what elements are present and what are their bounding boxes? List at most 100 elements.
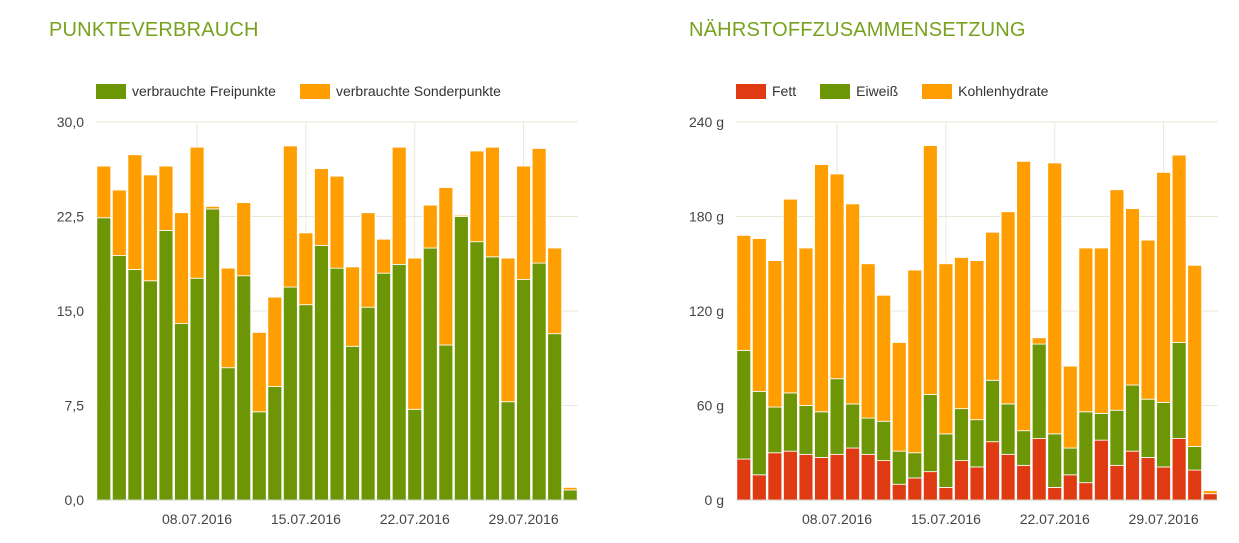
bar-segment-kohlenhydrate[interactable] <box>1140 239 1156 400</box>
bar-segment-verbrauchte-sonderpunkte[interactable] <box>329 175 345 269</box>
bar-segment-verbrauchte-freipunkte[interactable] <box>454 216 469 501</box>
bar-segment-fett[interactable] <box>767 452 783 501</box>
bar-segment-kohlenhydrate[interactable] <box>1202 490 1218 495</box>
bar-segment-fett[interactable] <box>1031 438 1047 501</box>
bar-segment-verbrauchte-freipunkte[interactable] <box>158 229 174 501</box>
bar-segment-fett[interactable] <box>829 453 845 501</box>
bar-segment-verbrauchte-sonderpunkte[interactable] <box>516 165 531 280</box>
bar-segment-kohlenhydrate[interactable] <box>1156 171 1171 403</box>
bar-segment-verbrauchte-freipunkte[interactable] <box>438 344 454 501</box>
legend-item-freipunkte[interactable]: verbrauchte Freipunkte <box>96 83 276 99</box>
bar-segment-verbrauchte-sonderpunkte[interactable] <box>485 146 500 258</box>
bar-segment-verbrauchte-freipunkte[interactable] <box>236 275 252 501</box>
legend-item-sonderpunkte[interactable]: verbrauchte Sonderpunkte <box>299 83 501 99</box>
bar-segment-verbrauchte-sonderpunkte[interactable] <box>376 238 392 274</box>
bar-segment-fett[interactable] <box>1047 486 1063 501</box>
bar-segment-kohlenhydrate[interactable] <box>798 247 814 406</box>
bar-segment-fett[interactable] <box>1171 438 1187 501</box>
bar-segment-eiweiß[interactable] <box>969 419 985 468</box>
bar-segment-fett[interactable] <box>1062 474 1078 501</box>
bar-segment-kohlenhydrate[interactable] <box>1187 264 1203 447</box>
bar-segment-eiweiß[interactable] <box>751 390 767 476</box>
bar-segment-fett[interactable] <box>969 466 985 501</box>
bar-segment-eiweiß[interactable] <box>985 379 1000 443</box>
bar-segment-verbrauchte-freipunkte[interactable] <box>298 304 314 501</box>
bar-segment-kohlenhydrate[interactable] <box>1016 160 1032 432</box>
bar-segment-fett[interactable] <box>876 460 892 501</box>
bar-segment-fett[interactable] <box>954 460 969 501</box>
bar-segment-fett[interactable] <box>751 474 767 501</box>
bar-segment-fett[interactable] <box>814 457 829 501</box>
bar-segment-eiweiß[interactable] <box>907 452 923 479</box>
bar-segment-verbrauchte-sonderpunkte[interactable] <box>531 148 547 264</box>
bar-segment-eiweiß[interactable] <box>845 403 860 449</box>
bar-segment-fett[interactable] <box>736 458 752 501</box>
bar-segment-verbrauchte-freipunkte[interactable] <box>267 386 283 501</box>
bar-segment-verbrauchte-freipunkte[interactable] <box>282 286 298 501</box>
bar-segment-fett[interactable] <box>907 477 923 501</box>
bar-segment-verbrauchte-freipunkte[interactable] <box>469 241 485 501</box>
bar-segment-verbrauchte-sonderpunkte[interactable] <box>314 168 329 246</box>
bar-segment-kohlenhydrate[interactable] <box>736 234 752 351</box>
bar-segment-eiweiß[interactable] <box>798 405 814 455</box>
bar-segment-verbrauchte-freipunkte[interactable] <box>562 489 578 501</box>
bar-segment-verbrauchte-sonderpunkte[interactable] <box>500 257 516 403</box>
bar-segment-verbrauchte-sonderpunkte[interactable] <box>282 145 298 288</box>
bar-segment-verbrauchte-sonderpunkte[interactable] <box>111 189 127 256</box>
bar-segment-kohlenhydrate[interactable] <box>891 342 907 452</box>
legend-item-eiweiss[interactable]: Eiweiß <box>820 83 898 99</box>
bar-segment-kohlenhydrate[interactable] <box>1109 189 1125 411</box>
bar-segment-eiweiß[interactable] <box>938 433 954 488</box>
bar-segment-kohlenhydrate[interactable] <box>1031 337 1047 345</box>
bar-segment-verbrauchte-sonderpunkte[interactable] <box>407 257 423 410</box>
bar-segment-verbrauchte-sonderpunkte[interactable] <box>251 332 267 413</box>
bar-segment-kohlenhydrate[interactable] <box>783 198 798 394</box>
bar-segment-verbrauchte-sonderpunkte[interactable] <box>298 232 314 306</box>
bar-segment-verbrauchte-freipunkte[interactable] <box>127 269 143 501</box>
bar-segment-fett[interactable] <box>1156 466 1171 501</box>
bar-segment-eiweiß[interactable] <box>1078 411 1094 484</box>
bar-segment-eiweiß[interactable] <box>1156 401 1171 468</box>
bar-segment-kohlenhydrate[interactable] <box>1094 247 1109 414</box>
legend-item-kohlenhydrate[interactable]: Kohlenhydrate <box>922 83 1048 99</box>
bar-segment-kohlenhydrate[interactable] <box>1171 154 1187 343</box>
bar-segment-verbrauchte-sonderpunkte[interactable] <box>469 150 485 243</box>
bar-segment-verbrauchte-sonderpunkte[interactable] <box>205 206 220 210</box>
bar-segment-verbrauchte-sonderpunkte[interactable] <box>345 266 360 347</box>
bar-segment-verbrauchte-sonderpunkte[interactable] <box>422 204 438 249</box>
bar-segment-verbrauchte-freipunkte[interactable] <box>547 333 563 501</box>
bar-segment-verbrauchte-freipunkte[interactable] <box>391 263 407 501</box>
bar-segment-kohlenhydrate[interactable] <box>751 238 767 392</box>
legend-item-fett[interactable]: Fett <box>736 83 796 99</box>
bar-segment-fett[interactable] <box>1109 464 1125 501</box>
bar-segment-eiweiß[interactable] <box>922 394 938 473</box>
bar-segment-eiweiß[interactable] <box>891 450 907 485</box>
bar-segment-kohlenhydrate[interactable] <box>876 294 892 422</box>
bar-segment-verbrauchte-freipunkte[interactable] <box>96 217 112 501</box>
bar-segment-fett[interactable] <box>891 483 907 501</box>
bar-segment-eiweiß[interactable] <box>1171 342 1187 439</box>
bar-segment-verbrauchte-sonderpunkte[interactable] <box>96 165 112 219</box>
bar-segment-kohlenhydrate[interactable] <box>767 260 783 408</box>
bar-segment-verbrauchte-sonderpunkte[interactable] <box>360 212 376 308</box>
bar-segment-verbrauchte-sonderpunkte[interactable] <box>143 174 158 282</box>
bar-segment-verbrauchte-freipunkte[interactable] <box>329 267 345 501</box>
bar-segment-kohlenhydrate[interactable] <box>922 145 938 395</box>
bar-segment-fett[interactable] <box>845 447 860 501</box>
bar-segment-verbrauchte-sonderpunkte[interactable] <box>454 214 469 217</box>
bar-segment-verbrauchte-freipunkte[interactable] <box>516 279 531 501</box>
bar-segment-fett[interactable] <box>1140 457 1156 501</box>
bar-segment-eiweiß[interactable] <box>1094 412 1109 441</box>
bar-segment-verbrauchte-freipunkte[interactable] <box>174 323 189 501</box>
bar-segment-eiweiß[interactable] <box>1031 343 1047 439</box>
bar-segment-kohlenhydrate[interactable] <box>1125 208 1140 386</box>
bar-segment-kohlenhydrate[interactable] <box>1000 211 1016 405</box>
bar-segment-verbrauchte-sonderpunkte[interactable] <box>267 296 283 388</box>
bar-segment-fett[interactable] <box>922 471 938 501</box>
bar-segment-verbrauchte-freipunkte[interactable] <box>345 345 360 501</box>
bar-segment-fett[interactable] <box>1187 469 1203 501</box>
bar-segment-verbrauchte-freipunkte[interactable] <box>407 408 423 501</box>
bar-segment-verbrauchte-freipunkte[interactable] <box>205 208 220 501</box>
bar-segment-kohlenhydrate[interactable] <box>954 257 969 410</box>
bar-segment-fett[interactable] <box>1202 493 1218 501</box>
